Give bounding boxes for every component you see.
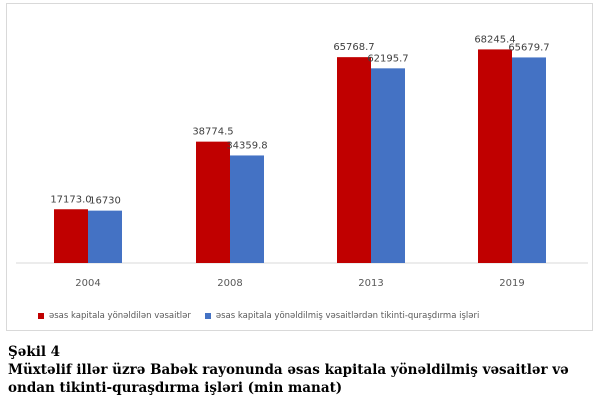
legend-swatch-series-1 xyxy=(38,313,44,319)
bar-2-2013 xyxy=(371,68,405,263)
data-label-1-2013: 65768.7 xyxy=(333,42,374,53)
data-label-1-2019: 68245.4 xyxy=(474,34,515,45)
data-label-2-2004: 16730 xyxy=(89,196,121,207)
x-tick-label-2008: 2008 xyxy=(217,278,242,289)
bar-1-2019 xyxy=(478,49,512,264)
legend-item-series-1: əsas kapitala yönəldilən vəsaitlər xyxy=(38,311,191,321)
bar-2-2004 xyxy=(88,210,122,263)
data-label-2-2013: 62195.7 xyxy=(367,53,408,64)
legend-label-series-2: əsas kapitala yönəldilmiş vəsaitlərdən t… xyxy=(215,311,480,321)
bar-1-2004 xyxy=(54,209,88,263)
legend-swatch-series-2 xyxy=(204,313,211,319)
figure-caption: Şəkil 4 Müxtəlif illər üzrə Babək rayonu… xyxy=(8,343,596,397)
x-tick-label-2004: 2004 xyxy=(75,278,100,289)
figure-number: Şəkil 4 xyxy=(8,344,61,360)
data-label-2-2008: 34359.8 xyxy=(226,140,267,151)
legend-item-series-2: əsas kapitala yönəldilmiş vəsaitlərdən t… xyxy=(204,311,480,321)
legend-label-series-1: əsas kapitala yönəldilən vəsaitlər xyxy=(49,311,191,321)
x-tick-label-2013: 2013 xyxy=(358,278,383,289)
figure-caption-line-2: ondan tikinti-quraşdırma işləri (min man… xyxy=(8,380,343,396)
chart-legend: əsas kapitala yönəldilən vəsaitlər əsas … xyxy=(38,309,493,323)
figure-caption-line-1: Müxtəlif illər üzrə Babək rayonunda əsas… xyxy=(8,362,569,378)
data-label-2-2019: 65679.7 xyxy=(508,42,549,53)
data-label-1-2004: 17173.0 xyxy=(50,194,91,205)
data-label-1-2008: 38774.5 xyxy=(192,127,233,138)
x-tick-label-2019: 2019 xyxy=(499,278,524,289)
bar-1-2008 xyxy=(196,141,230,263)
bar-2-2008 xyxy=(230,155,264,263)
bar-1-2013 xyxy=(337,57,371,263)
bar-2-2019 xyxy=(512,57,546,264)
